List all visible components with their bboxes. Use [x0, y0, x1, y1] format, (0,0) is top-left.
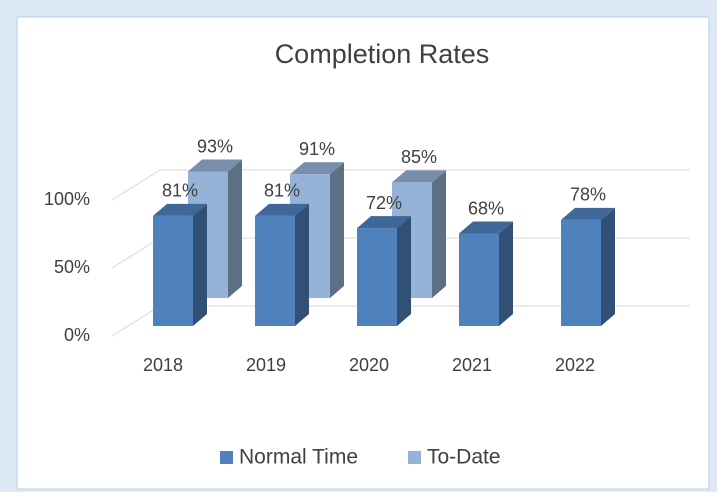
- data-label: 81%: [264, 181, 300, 201]
- bar: [561, 219, 601, 326]
- data-label: 72%: [366, 193, 402, 213]
- bar-side: [499, 221, 513, 326]
- bar-top: [392, 170, 446, 183]
- y-tick-label: 100%: [44, 189, 90, 209]
- bar-side: [295, 203, 309, 326]
- bar-side: [601, 207, 615, 326]
- y-tick-label: 50%: [54, 257, 90, 277]
- x-tick-label: 2020: [349, 355, 389, 375]
- legend-label: To-Date: [427, 446, 501, 469]
- bar-side: [330, 162, 344, 298]
- bar: [255, 215, 295, 326]
- legend-swatch: [408, 451, 421, 464]
- bar: [153, 215, 193, 326]
- data-label: 68%: [468, 198, 504, 218]
- bar-top: [290, 162, 344, 175]
- bar-side: [432, 170, 446, 298]
- data-label: 91%: [299, 139, 335, 159]
- bar-side: [397, 216, 411, 326]
- bar-top: [255, 203, 309, 216]
- bar-top: [153, 203, 207, 216]
- legend-label: Normal Time: [239, 446, 358, 469]
- bar-side: [228, 159, 242, 298]
- bar-top: [357, 216, 411, 229]
- bar: [459, 233, 499, 326]
- bar-top: [188, 159, 242, 172]
- x-tick-label: 2019: [246, 355, 286, 375]
- bar-side: [193, 203, 207, 326]
- x-tick-label: 2021: [452, 355, 492, 375]
- chart-title: Completion Rates: [275, 39, 490, 69]
- bar-top: [561, 207, 615, 220]
- data-label: 85%: [401, 147, 437, 167]
- grid-line: [111, 169, 690, 201]
- data-label: 78%: [570, 185, 606, 205]
- bar: [357, 228, 397, 326]
- data-label: 81%: [162, 181, 198, 201]
- data-label: 93%: [197, 136, 233, 156]
- bar-top: [459, 221, 513, 234]
- y-tick-label: 0%: [64, 325, 90, 345]
- x-tick-label: 2018: [143, 355, 183, 375]
- x-tick-label: 2022: [555, 355, 595, 375]
- legend-swatch: [220, 451, 233, 464]
